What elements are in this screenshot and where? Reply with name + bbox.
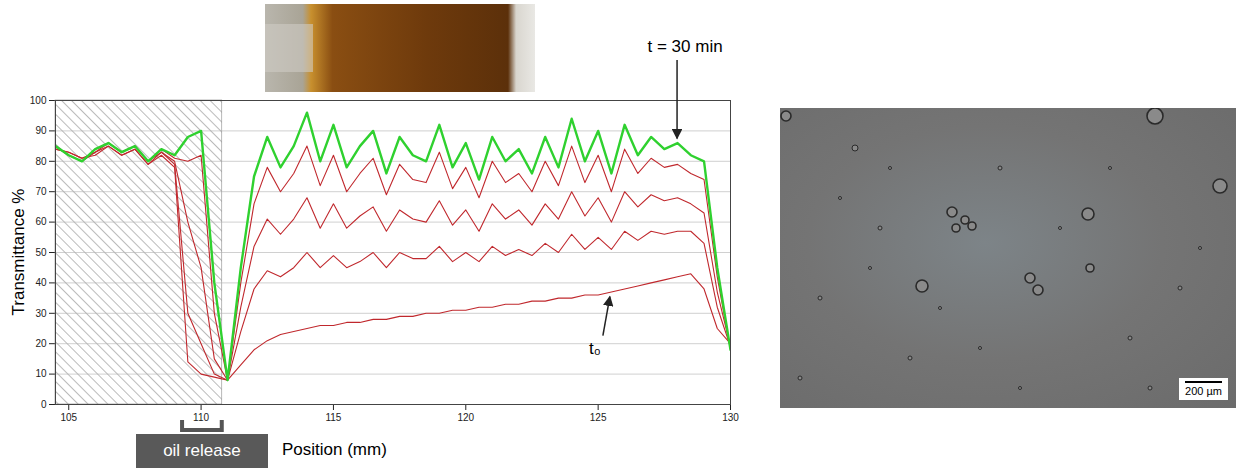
svg-text:80: 80: [35, 156, 47, 167]
svg-text:40: 40: [35, 277, 47, 288]
svg-text:105: 105: [60, 412, 77, 423]
html-text:Transmittance %: Transmittance %: [8, 188, 27, 316]
svg-text:50: 50: [35, 247, 47, 258]
svg-text:70: 70: [35, 186, 47, 197]
svg-text:20: 20: [35, 338, 47, 349]
svg-text:30: 30: [35, 308, 47, 319]
svg-text:115: 115: [325, 412, 341, 423]
html-text:Position (mm): Position (mm): [282, 440, 387, 459]
svg-text:130: 130: [722, 412, 739, 423]
svg-text:10: 10: [35, 368, 47, 379]
svg-text:t = 30 min: t = 30 min: [647, 37, 722, 56]
svg-text:120: 120: [457, 412, 474, 423]
svg-text:90: 90: [35, 125, 47, 136]
svg-text:0: 0: [41, 399, 47, 410]
svg-text:110: 110: [193, 412, 209, 423]
html-text:oil release: oil release: [163, 441, 241, 460]
svg-text:t₀: t₀: [589, 339, 601, 358]
svg-text:100: 100: [30, 95, 47, 106]
html-text:200 µm: 200 µm: [1185, 385, 1222, 397]
svg-text:125: 125: [590, 412, 607, 423]
svg-text:60: 60: [35, 216, 47, 227]
